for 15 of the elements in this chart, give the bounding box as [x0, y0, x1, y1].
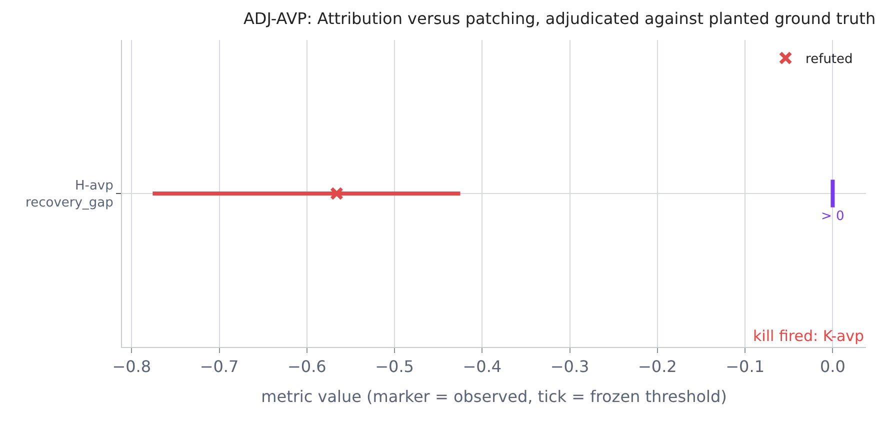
- x-tick-label: −0.6: [287, 357, 326, 376]
- text: kill fired: K-avp: [753, 327, 864, 345]
- x-tick-label: 0.0: [820, 357, 846, 376]
- y-tick-label: H-avp recovery_gap: [26, 178, 114, 210]
- x-tick-label: −0.4: [462, 357, 502, 376]
- legend-label: refuted: [806, 52, 853, 68]
- x-tick-label: −0.1: [726, 357, 764, 376]
- x-tick-label: −0.5: [375, 357, 414, 376]
- chart-title: ADJ-AVP: Attribution versus patching, adjudicated against planted ground truth: [243, 9, 876, 28]
- x-tick-label: −0.8: [112, 357, 152, 376]
- x-tick-label: −0.7: [200, 357, 239, 376]
- x-tick-label: −0.3: [550, 357, 590, 376]
- x-axis-title: metric value (marker = observed, tick = frozen threshold): [261, 386, 727, 406]
- ref-line-label: > 0: [821, 209, 844, 224]
- x-tick-label: −0.2: [638, 357, 677, 376]
